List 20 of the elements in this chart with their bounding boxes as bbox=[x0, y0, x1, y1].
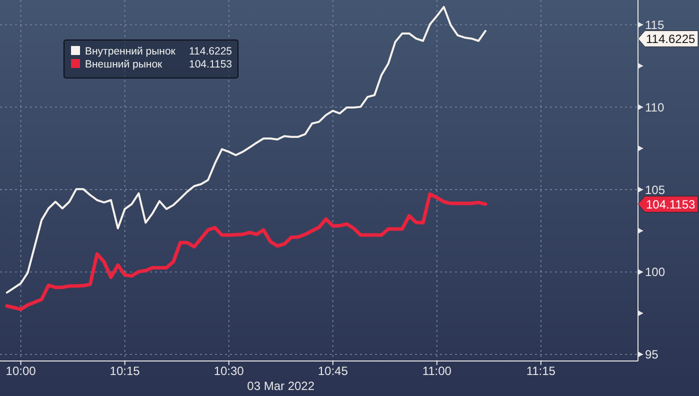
y-tick-label: 105 bbox=[645, 182, 666, 197]
x-tick-label: 10:45 bbox=[318, 364, 348, 378]
y-tick-label: 95 bbox=[645, 348, 659, 362]
annotation: 114.6225 bbox=[188, 46, 232, 58]
annotation: 104.1153 bbox=[188, 58, 232, 71]
x-tick-label: 10:00 bbox=[6, 364, 36, 378]
line-series bbox=[6, 6, 486, 294]
x-tick-label: 11:15 bbox=[526, 364, 556, 378]
legend-label: Внешний рынок bbox=[85, 58, 163, 71]
x-tick-label: 10:15 bbox=[110, 364, 140, 378]
y-tick-label: 100 bbox=[645, 265, 666, 280]
x-tick-label: 10:30 bbox=[214, 364, 244, 378]
text: 114.6225 bbox=[646, 32, 696, 46]
line-series bbox=[5, 192, 488, 311]
y-tick-label: 110 bbox=[645, 100, 664, 114]
x-tick-label: 11:00 bbox=[422, 364, 452, 378]
x-axis-title: 03 Mar 2022 bbox=[247, 379, 315, 393]
legend-label: Внутренний рынок bbox=[85, 46, 176, 58]
y-tick-label: 115 bbox=[645, 18, 664, 32]
text: 104.1153 bbox=[646, 197, 696, 212]
